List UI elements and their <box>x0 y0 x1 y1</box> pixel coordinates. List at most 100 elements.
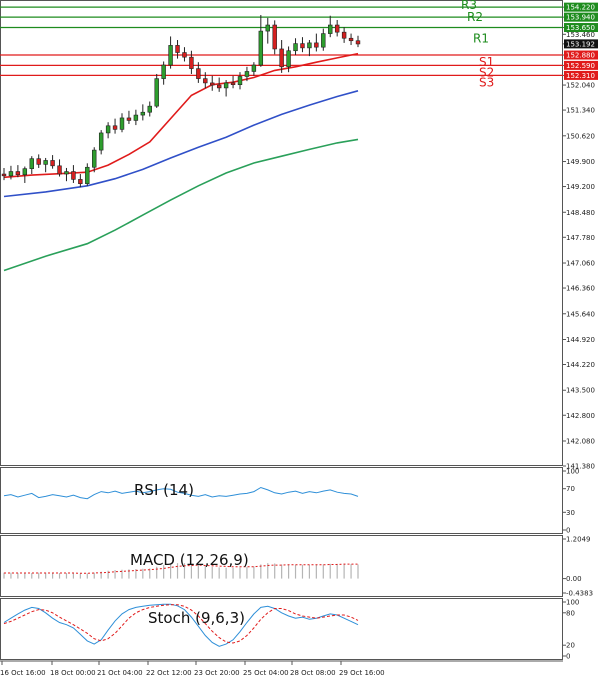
candle-body <box>133 114 139 121</box>
candle-body <box>230 82 236 85</box>
candle <box>64 167 69 182</box>
price-tick-label: 142.080 <box>566 437 595 445</box>
candle-body <box>71 171 76 180</box>
candle <box>355 35 361 48</box>
time-tick-label: 21 Oct 04:00 <box>97 669 143 677</box>
level-value-badge <box>564 70 598 80</box>
candle-body <box>140 111 146 116</box>
price-tick-label: 150.620 <box>566 132 595 140</box>
candle <box>57 159 62 177</box>
level-label-r2: R2 <box>467 10 483 24</box>
level-value-badge <box>564 2 598 12</box>
candle-body <box>119 117 125 130</box>
candle <box>216 77 222 92</box>
candle <box>334 20 340 37</box>
candle <box>71 165 76 183</box>
candle <box>154 73 159 108</box>
candle-body <box>22 168 28 176</box>
candle-body <box>279 48 284 68</box>
candle <box>105 122 111 139</box>
indicator-tick-label: 100 <box>566 599 579 607</box>
candle <box>36 154 41 168</box>
indicator-tick-label: 20 <box>566 642 575 650</box>
candle <box>293 38 298 56</box>
stoch-k-line <box>3 603 359 647</box>
indicator-tick-label: 100 <box>566 468 579 476</box>
candle <box>133 109 139 126</box>
candle-body <box>8 171 14 177</box>
level-label-s2: S2 <box>479 65 494 79</box>
candle <box>244 66 250 82</box>
candle-body <box>334 24 340 33</box>
level-value-text: 153.650 <box>566 24 595 32</box>
candle-body <box>1 173 7 177</box>
level-label-s1: S1 <box>479 55 494 69</box>
level-value-badge <box>564 50 598 60</box>
price-tick-label: 145.640 <box>566 310 595 318</box>
candle <box>210 75 215 91</box>
candle-body <box>251 64 257 72</box>
candle <box>258 15 264 67</box>
candle-body <box>78 179 83 184</box>
candle-body <box>154 78 159 107</box>
candle-body <box>105 125 111 134</box>
candle <box>8 165 14 180</box>
panel-frame-rsi <box>0 467 563 534</box>
candle-body <box>112 125 118 130</box>
indicator-tick-label: 0.00 <box>566 575 582 583</box>
candle-body <box>50 160 55 167</box>
time-tick-label: 25 Oct 04:00 <box>243 669 289 677</box>
candle-body <box>355 40 361 45</box>
candle-body <box>237 76 243 85</box>
candle <box>328 15 333 38</box>
candle-body <box>43 160 48 165</box>
panel-frame-stoch <box>0 598 563 660</box>
level-value-badge <box>564 12 598 22</box>
candle-body <box>265 24 270 32</box>
level-value-text: 152.880 <box>566 52 595 60</box>
rsi-title: RSI (14) <box>134 481 194 499</box>
moving-average-line <box>3 138 359 272</box>
candle-body <box>293 43 298 52</box>
candle-body <box>36 158 41 165</box>
candle <box>43 157 48 173</box>
time-tick-label: 16 Oct 16:00 <box>0 669 46 677</box>
candle-body <box>15 171 21 176</box>
panel-frame-main <box>0 0 563 466</box>
price-tick-label: 151.340 <box>566 107 595 115</box>
indicator-tick-label: 1.2049 <box>566 536 591 544</box>
candle-body <box>168 45 173 66</box>
candle <box>78 174 83 188</box>
candle <box>237 72 243 90</box>
candle <box>279 40 284 73</box>
candle <box>85 163 90 186</box>
price-tick-label: 146.360 <box>566 285 595 293</box>
price-tick-label: 153.460 <box>566 31 595 39</box>
candle-body <box>175 45 180 53</box>
candle <box>286 46 291 73</box>
candle-body <box>341 31 347 39</box>
indicator-tick-label: 0 <box>566 653 570 661</box>
candle-body <box>189 56 194 69</box>
price-tick-label: 149.200 <box>566 183 595 191</box>
candle <box>119 113 125 133</box>
candle <box>321 28 326 51</box>
candle-body <box>321 33 326 48</box>
candle <box>314 33 319 52</box>
level-label-r1: R1 <box>473 32 489 46</box>
candle <box>348 33 354 46</box>
price-tick-label: 152.040 <box>566 82 595 90</box>
macd-title: MACD (12,26,9) <box>130 551 249 569</box>
candle-body <box>307 42 312 49</box>
candle <box>265 17 270 44</box>
current-price-badge <box>564 39 598 49</box>
candle-body <box>85 166 90 184</box>
price-tick-label: 141.380 <box>566 463 595 471</box>
level-value-text: 154.220 <box>566 4 595 12</box>
candle <box>22 166 28 183</box>
price-tick-label: 149.900 <box>566 158 595 166</box>
candle <box>182 47 187 62</box>
candle <box>196 62 201 83</box>
